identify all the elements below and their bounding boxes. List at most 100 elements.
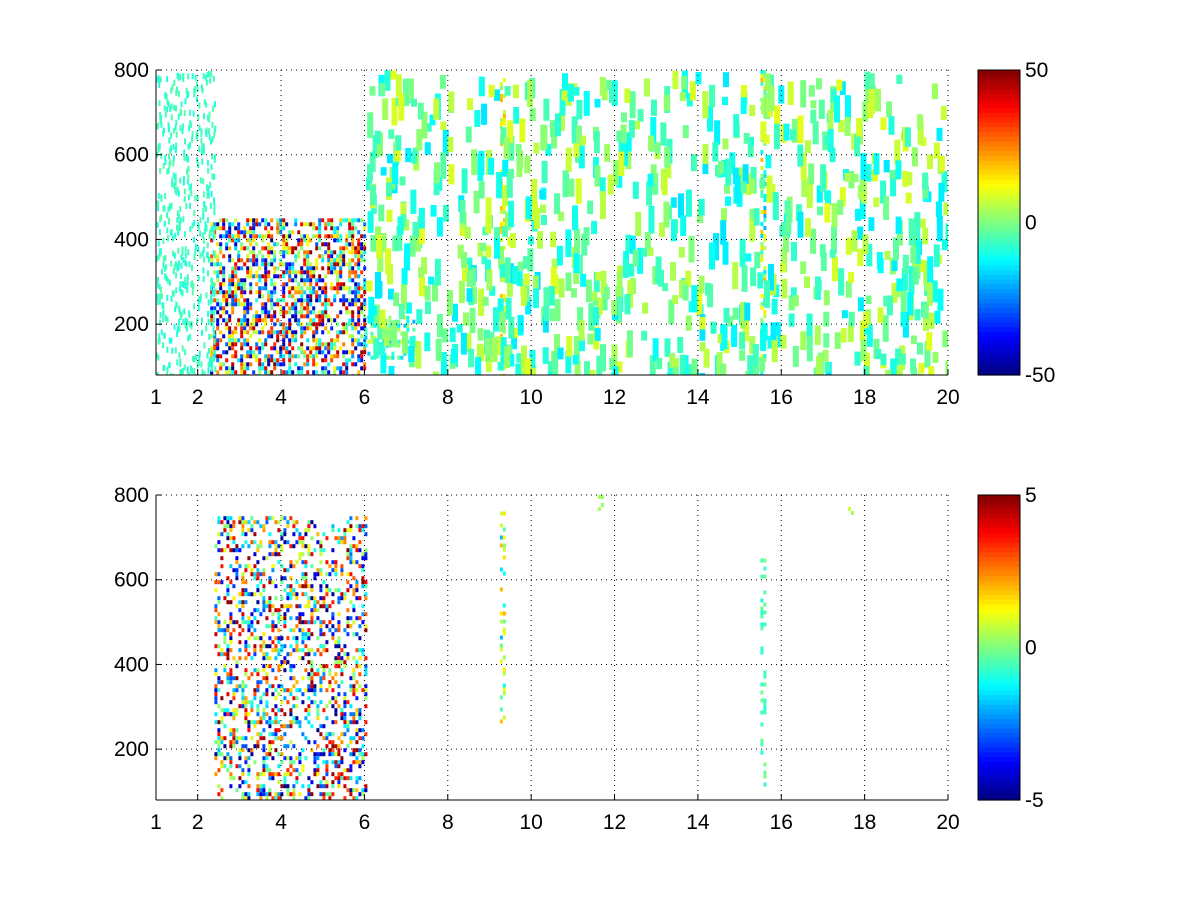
heatmap-cell (196, 195, 199, 202)
heatmap-cell (763, 78, 767, 82)
heatmap-cell (265, 768, 269, 773)
heatmap-cell (306, 338, 310, 343)
heatmap-cell (587, 333, 594, 345)
heatmap-cell (513, 107, 520, 124)
heatmap-cell (363, 290, 367, 295)
heatmap-cell (252, 226, 256, 231)
heatmap-cell (357, 246, 361, 251)
heatmap-cell (504, 257, 511, 284)
heatmap-cell (179, 206, 182, 212)
heatmap-cell (649, 355, 656, 375)
heatmap-cell (300, 270, 304, 275)
heatmap-cell (352, 720, 356, 725)
heatmap-cell (280, 516, 284, 521)
heatmap-cell (358, 716, 362, 721)
heatmap-cell (316, 668, 320, 673)
heatmap-cell (304, 708, 308, 713)
heatmap-cell (223, 744, 227, 749)
heatmap-cell (502, 246, 506, 250)
heatmap-cell (319, 644, 323, 649)
heatmap-cell (300, 294, 304, 299)
heatmap-cell (265, 616, 269, 621)
heatmap-cell (324, 310, 328, 315)
heatmap-cell (348, 318, 352, 323)
heatmap-cell (325, 688, 329, 693)
heatmap-cell (542, 316, 549, 333)
heatmap-cell (301, 540, 305, 545)
heatmap-cell (285, 334, 289, 339)
heatmap-cell (324, 342, 328, 347)
heatmap-cell (857, 297, 864, 312)
heatmap-cell (860, 153, 867, 181)
heatmap-cell (295, 716, 299, 721)
heatmap-cell (183, 154, 186, 161)
heatmap-cell (395, 74, 402, 97)
heatmap-cell (331, 592, 335, 597)
heatmap-cell (316, 532, 320, 537)
heatmap-cell (282, 338, 286, 343)
heatmap-cell (321, 310, 325, 315)
heatmap-cell (318, 338, 322, 343)
heatmap-cell (297, 254, 301, 259)
heatmap-cell (217, 732, 221, 737)
heatmap-cell (760, 722, 764, 727)
heatmap-cell (760, 622, 764, 627)
heatmap-cell (231, 290, 235, 295)
heatmap-cell (232, 568, 236, 573)
heatmap-cell (303, 362, 307, 367)
heatmap-cell (186, 318, 189, 325)
heatmap-cell (282, 322, 286, 327)
heatmap-cell (214, 604, 218, 609)
heatmap-cell (273, 342, 277, 347)
heatmap-cell (274, 656, 278, 661)
heatmap-cell (360, 242, 364, 247)
heatmap-cell (285, 270, 289, 275)
heatmap-cell (274, 772, 278, 777)
heatmap-cell (313, 572, 317, 577)
heatmap-cell (176, 327, 179, 334)
heatmap-cell (763, 782, 767, 787)
heatmap-cell (400, 284, 407, 311)
heatmap-cell (202, 73, 205, 79)
heatmap-cell (244, 712, 248, 717)
heatmap-cell (478, 181, 485, 199)
heatmap-cell (280, 564, 284, 569)
heatmap-cell (157, 144, 160, 151)
heatmap-cell (358, 672, 362, 677)
heatmap-cell (193, 219, 196, 226)
heatmap-cell (306, 278, 310, 283)
heatmap-cell (940, 105, 947, 120)
heatmap-cell (198, 355, 201, 362)
heatmap-cell (580, 273, 587, 287)
heatmap-cell (328, 732, 332, 737)
heatmap-cell (405, 302, 412, 314)
heatmap-cell (246, 362, 250, 367)
heatmap-cell (295, 704, 299, 709)
heatmap-cell (250, 708, 254, 713)
heatmap-cell (228, 338, 232, 343)
heatmap-cell (464, 226, 471, 239)
heatmap-cell (159, 319, 161, 326)
heatmap-cell (243, 326, 247, 331)
heatmap-cell (253, 592, 257, 597)
heatmap-cell (286, 520, 290, 525)
heatmap-cell (253, 540, 257, 545)
heatmap-cell (481, 255, 488, 265)
heatmap-cell (524, 155, 531, 174)
heatmap-cell (195, 96, 198, 103)
heatmap-cell (346, 608, 350, 613)
heatmap-cell (294, 274, 298, 279)
heatmap-cell (195, 354, 198, 361)
heatmap-cell (255, 242, 259, 247)
heatmap-cell (741, 85, 747, 98)
heatmap-cell (349, 516, 353, 521)
colorbar: 500-50 (977, 59, 1055, 387)
heatmap-cell (599, 77, 606, 96)
heatmap-cell (243, 342, 247, 347)
heatmap-cell (216, 274, 220, 279)
heatmap-cell (300, 334, 304, 339)
heatmap-cell (301, 632, 305, 637)
heatmap-cell (348, 242, 352, 247)
heatmap-cell (282, 326, 286, 331)
heatmap-cell (703, 348, 710, 368)
